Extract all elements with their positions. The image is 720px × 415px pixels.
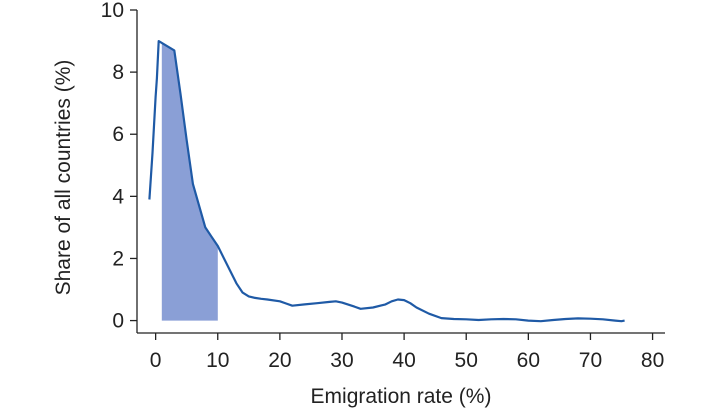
x-tick-label: 20 [268, 349, 291, 372]
y-tick-label: 8 [112, 61, 124, 84]
x-ticks: 0 10 20 30 40 50 60 70 80 [150, 333, 664, 372]
x-tick-label: 30 [330, 349, 353, 372]
x-tick-label: 10 [206, 349, 229, 372]
x-tick-label: 70 [579, 349, 602, 372]
y-tick-label: 2 [112, 247, 124, 270]
x-tick-label: 60 [517, 349, 540, 372]
x-tick-label: 80 [641, 349, 664, 372]
y-tick-label: 4 [112, 185, 124, 208]
x-tick-label: 0 [150, 349, 162, 372]
y-ticks: 0 2 4 6 8 10 [101, 0, 137, 333]
x-tick-label: 50 [455, 349, 478, 372]
y-axis-label: Share of all countries (%) [52, 60, 75, 296]
x-axis-label: Emigration rate (%) [311, 385, 492, 408]
y-tick-label: 6 [112, 123, 124, 146]
series-line [148, 40, 625, 323]
y-tick-label: 0 [112, 310, 124, 333]
x-tick-label: 40 [392, 349, 415, 372]
plot-area [148, 40, 625, 323]
axes: 0 10 20 30 40 50 60 70 80 0 2 4 6 8 10 [101, 0, 665, 372]
y-tick-label: 10 [101, 0, 124, 22]
shaded-region [161, 42, 218, 321]
